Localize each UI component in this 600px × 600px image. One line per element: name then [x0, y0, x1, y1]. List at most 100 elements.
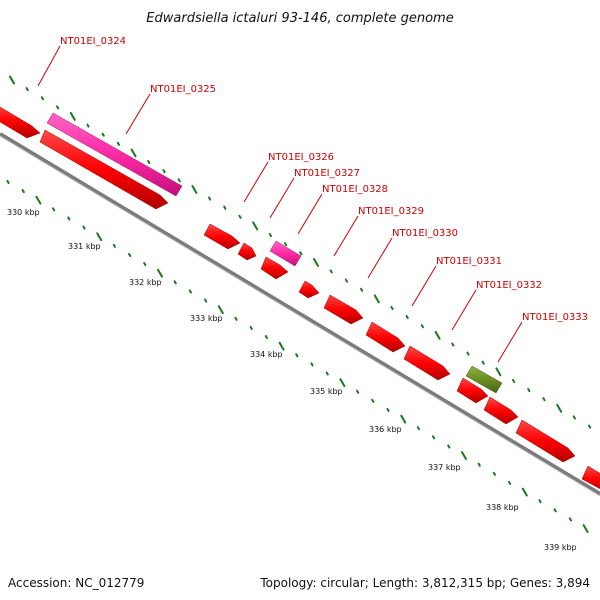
- gene-labels: NT01EI_0324 NT01EI_0325 NT01EI_0326 NT01…: [60, 36, 588, 323]
- gene-feature-0334[interactable]: [483, 396, 519, 425]
- minor-tick: [416, 426, 420, 431]
- gene-label[interactable]: NT01EI_0331: [436, 256, 502, 267]
- reverse-strand-genes: [39, 129, 600, 492]
- gene-feature-0324[interactable]: [0, 104, 41, 139]
- minor-tick: [86, 123, 90, 128]
- major-tick: [339, 378, 346, 388]
- gene-feature-0328b[interactable]: [260, 256, 289, 280]
- gene-feature-0330[interactable]: [323, 294, 364, 325]
- major-tick: [461, 451, 467, 461]
- major-tick: [434, 330, 441, 340]
- kbp-label: 336 kbp: [369, 425, 402, 434]
- leader-line-0329: [333, 215, 359, 257]
- minor-tick: [116, 141, 120, 146]
- major-tick: [157, 268, 163, 278]
- leader-line-0332: [451, 289, 477, 331]
- chromosome-backbone-highlight: [0, 135, 600, 497]
- gene-feature-0333b[interactable]: [456, 377, 489, 404]
- major-tick: [521, 487, 528, 497]
- minor-tick: [447, 444, 451, 449]
- minor-tick: [451, 342, 455, 347]
- leader-line-0328: [297, 193, 323, 235]
- minor-tick: [56, 105, 60, 110]
- gene-label[interactable]: NT01EI_0329: [358, 206, 424, 217]
- genome-summary-text: Topology: circular; Length: 3,812,315 bp…: [259, 576, 590, 590]
- major-tick: [495, 367, 502, 377]
- gene-feature-0333[interactable]: [465, 365, 503, 394]
- major-tick: [556, 403, 563, 413]
- minor-tick: [527, 388, 531, 393]
- minor-tick: [310, 362, 314, 367]
- gene-feature-0335[interactable]: [515, 419, 576, 463]
- minor-tick: [553, 508, 557, 513]
- major-tick: [373, 294, 380, 304]
- gene-feature-0331[interactable]: [365, 321, 406, 353]
- minor-tick: [268, 233, 272, 238]
- minor-tick: [82, 225, 86, 230]
- gene-feature-0332[interactable]: [403, 345, 451, 381]
- kbp-label: 332 kbp: [129, 278, 162, 287]
- minor-tick: [264, 335, 268, 340]
- major-tick: [35, 195, 42, 205]
- gene-label[interactable]: NT01EI_0330: [392, 228, 458, 239]
- major-tick: [69, 112, 76, 121]
- minor-tick: [572, 415, 576, 420]
- gene-label[interactable]: NT01EI_0326: [268, 152, 334, 163]
- minor-tick: [344, 278, 348, 283]
- minor-tick: [238, 214, 242, 219]
- minor-tick: [360, 287, 364, 292]
- gene-feature-0326[interactable]: [203, 223, 241, 250]
- minor-tick: [204, 298, 208, 303]
- minor-tick: [162, 169, 166, 174]
- minor-tick: [101, 132, 105, 137]
- minor-tick: [405, 315, 409, 320]
- leader-line-0324: [37, 45, 61, 87]
- minor-tick: [588, 424, 592, 429]
- gene-label[interactable]: NT01EI_0332: [476, 280, 542, 291]
- gene-feature-0327[interactable]: [237, 242, 257, 261]
- gene-label[interactable]: NT01EI_0333: [522, 312, 588, 323]
- gene-label[interactable]: NT01EI_0324: [60, 36, 126, 47]
- kbp-label: 333 kbp: [190, 314, 223, 323]
- gene-label[interactable]: NT01EI_0325: [150, 84, 216, 95]
- gene-feature-0336[interactable]: [581, 465, 600, 492]
- minor-tick: [143, 262, 147, 267]
- leader-line-0325: [125, 93, 151, 135]
- minor-tick: [284, 242, 288, 247]
- minor-tick: [420, 324, 424, 329]
- gene-label[interactable]: NT01EI_0328: [322, 184, 388, 195]
- leader-line-0330: [367, 237, 393, 279]
- label-leaders: [37, 45, 523, 363]
- map-title: Edwardsiella ictaluri 93-146, complete g…: [146, 11, 453, 26]
- accession-text: Accession: NC_012779: [8, 576, 144, 590]
- minor-tick: [128, 252, 132, 257]
- minor-tick: [188, 289, 192, 294]
- minor-tick: [477, 462, 481, 467]
- gene-label[interactable]: NT01EI_0327: [294, 168, 360, 179]
- major-tick: [252, 221, 259, 231]
- leader-line-0331: [411, 265, 437, 307]
- minor-tick: [67, 216, 71, 221]
- minor-tick: [208, 196, 212, 201]
- minor-tick: [21, 189, 25, 194]
- minor-tick: [40, 96, 44, 101]
- minor-tick: [112, 243, 116, 248]
- major-tick: [217, 305, 224, 315]
- major-tick: [400, 414, 407, 424]
- gene-feature-0329[interactable]: [298, 280, 320, 299]
- gene-feature-0325[interactable]: [46, 112, 183, 197]
- outer-tick-track: [9, 75, 592, 429]
- kbp-label: 338 kbp: [486, 503, 519, 512]
- minor-tick: [568, 517, 572, 522]
- minor-tick: [329, 269, 333, 274]
- minor-tick: [147, 160, 151, 165]
- gene-feature-0328[interactable]: [269, 240, 302, 267]
- minor-tick: [295, 353, 299, 358]
- kbp-label: 335 kbp: [310, 387, 343, 396]
- minor-tick: [371, 398, 375, 403]
- gene-feature-0325b[interactable]: [39, 129, 169, 210]
- kbp-label: 330 kbp: [7, 208, 40, 217]
- minor-tick: [508, 480, 512, 485]
- minor-tick: [325, 371, 329, 376]
